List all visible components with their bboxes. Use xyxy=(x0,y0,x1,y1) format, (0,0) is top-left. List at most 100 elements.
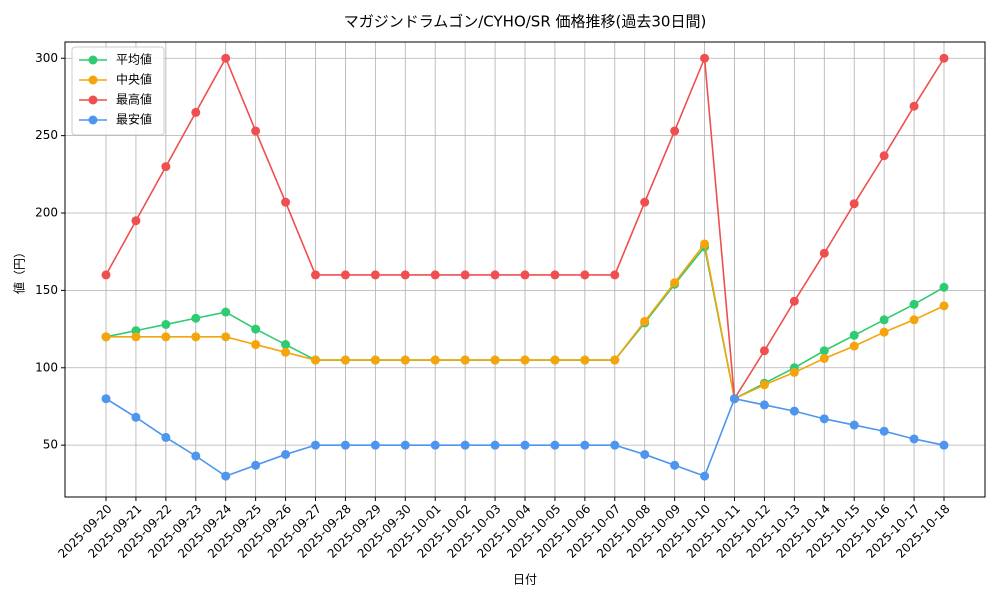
data-point xyxy=(221,471,231,481)
legend-label: 最安値 xyxy=(116,112,152,127)
data-point xyxy=(400,270,410,280)
legend-marker xyxy=(88,95,98,105)
data-point xyxy=(849,420,859,430)
data-point xyxy=(700,53,710,63)
data-point xyxy=(939,440,949,450)
data-point xyxy=(879,426,889,436)
data-point xyxy=(460,355,470,365)
y-axis-label: 値（円） xyxy=(12,246,27,294)
data-point xyxy=(640,316,650,326)
data-point xyxy=(400,355,410,365)
y-tick-label: 300 xyxy=(35,51,58,65)
y-tick-label: 50 xyxy=(43,438,58,452)
data-point xyxy=(131,216,141,226)
data-point xyxy=(700,239,710,249)
legend-marker xyxy=(88,55,98,65)
data-point xyxy=(221,332,231,342)
data-point xyxy=(819,248,829,258)
data-point xyxy=(400,440,410,450)
y-tick-label: 150 xyxy=(35,283,58,297)
data-point xyxy=(879,151,889,161)
data-point xyxy=(789,367,799,377)
data-point xyxy=(161,319,171,329)
data-point xyxy=(340,440,350,450)
x-axis-label: 日付 xyxy=(513,573,537,587)
data-point xyxy=(131,332,141,342)
data-point xyxy=(520,270,530,280)
data-point xyxy=(939,301,949,311)
data-point xyxy=(879,327,889,337)
data-point xyxy=(101,394,111,404)
data-point xyxy=(161,432,171,442)
data-point xyxy=(281,449,291,459)
data-point xyxy=(281,340,291,350)
chart-title: マガジンドラムゴン/CYHO/SR 価格推移(過去30日間) xyxy=(344,13,707,31)
data-point xyxy=(849,199,859,209)
y-tick-label: 100 xyxy=(35,360,58,374)
data-point xyxy=(370,440,380,450)
data-point xyxy=(909,101,919,111)
data-point xyxy=(221,53,231,63)
data-point xyxy=(460,440,470,450)
data-point xyxy=(670,460,680,470)
data-point xyxy=(161,332,171,342)
data-point xyxy=(550,270,560,280)
data-point xyxy=(490,440,500,450)
data-point xyxy=(430,440,440,450)
data-point xyxy=(520,440,530,450)
data-point xyxy=(670,278,680,288)
data-point xyxy=(640,197,650,207)
data-point xyxy=(221,307,231,317)
data-point xyxy=(430,270,440,280)
data-point xyxy=(101,332,111,342)
data-point xyxy=(550,355,560,365)
legend-box xyxy=(71,46,165,136)
data-point xyxy=(939,282,949,292)
data-point xyxy=(460,270,470,280)
data-point xyxy=(909,299,919,309)
data-point xyxy=(610,355,620,365)
data-point xyxy=(191,332,201,342)
data-point xyxy=(670,126,680,136)
data-point xyxy=(490,270,500,280)
data-point xyxy=(191,313,201,323)
data-point xyxy=(879,315,889,325)
data-point xyxy=(281,197,291,207)
data-point xyxy=(789,406,799,416)
data-point xyxy=(370,270,380,280)
data-point xyxy=(251,340,261,350)
data-point xyxy=(580,270,590,280)
data-point xyxy=(580,355,590,365)
data-point xyxy=(759,400,769,410)
legend-label: 中央値 xyxy=(116,72,152,87)
data-point xyxy=(370,355,380,365)
data-point xyxy=(819,414,829,424)
data-point xyxy=(909,434,919,444)
y-tick-label: 200 xyxy=(35,206,58,220)
data-point xyxy=(281,347,291,357)
data-point xyxy=(191,107,201,117)
data-point xyxy=(131,326,141,336)
y-tick-label: 250 xyxy=(35,128,58,142)
legend-label: 最高値 xyxy=(116,92,152,107)
data-point xyxy=(550,440,560,450)
data-point xyxy=(191,451,201,461)
data-point xyxy=(340,355,350,365)
data-point xyxy=(849,330,859,340)
data-point xyxy=(251,126,261,136)
data-point xyxy=(849,341,859,351)
data-point xyxy=(730,394,739,404)
data-point xyxy=(700,471,710,481)
data-point xyxy=(909,315,919,325)
data-point xyxy=(251,324,261,334)
data-point xyxy=(759,346,769,356)
data-point xyxy=(789,296,799,306)
data-point xyxy=(430,355,440,365)
data-point xyxy=(101,270,111,280)
data-point xyxy=(610,440,620,450)
plot-frame xyxy=(64,41,986,498)
data-point xyxy=(640,449,650,459)
data-point xyxy=(520,355,530,365)
